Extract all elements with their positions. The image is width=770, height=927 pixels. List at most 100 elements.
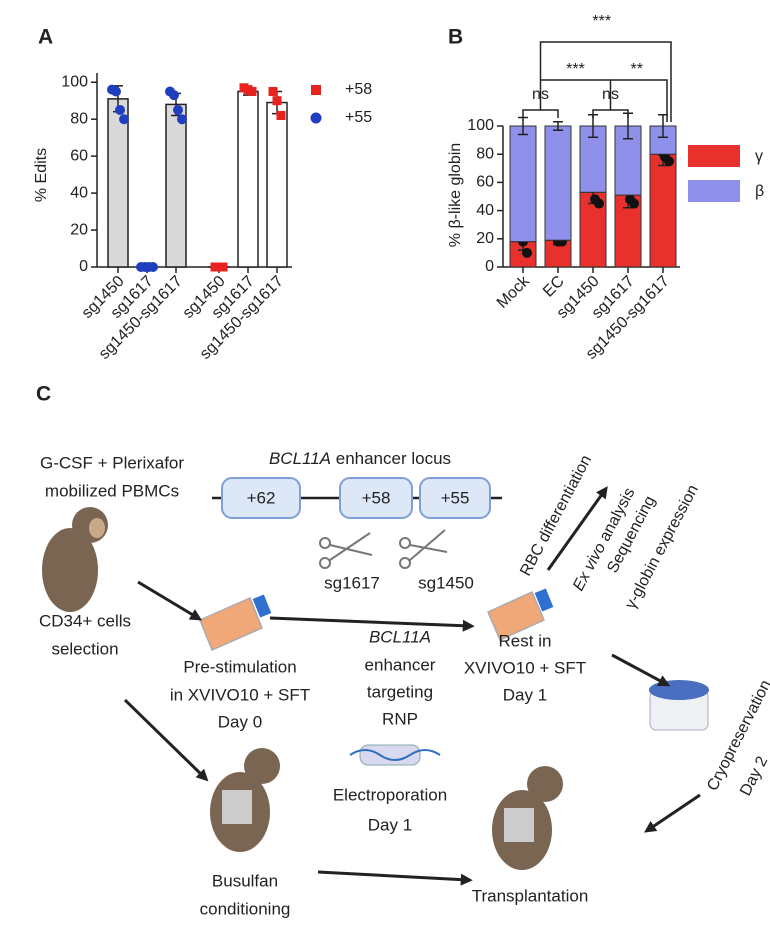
- y-tick-label: 80: [476, 145, 494, 162]
- locus-title: BCL11A enhancer locus: [269, 449, 451, 468]
- data-point: [629, 198, 639, 209]
- data-point: [111, 86, 121, 97]
- data-point: [272, 96, 282, 106]
- monkey: [492, 766, 563, 870]
- data-point: [522, 247, 532, 258]
- legend-label: γ: [755, 148, 763, 165]
- panel-label: B: [448, 26, 463, 49]
- electroporation-icon: [349, 744, 441, 766]
- data-point: [276, 110, 286, 120]
- data-point: [594, 198, 604, 209]
- label: mobilized PBMCs: [45, 481, 179, 500]
- label: Rest in: [499, 631, 552, 650]
- label: conditioning: [200, 899, 291, 918]
- scissors: [319, 532, 373, 569]
- bar-segment: [544, 125, 572, 241]
- data-point: [115, 104, 125, 115]
- y-axis-label: % β-like globin: [447, 143, 464, 247]
- error-bar: [553, 121, 563, 131]
- significance-label: **: [631, 61, 643, 78]
- label: CD34+ cells: [39, 611, 131, 630]
- label: Day 1: [503, 685, 547, 704]
- significance-bracket: [539, 41, 672, 122]
- arrow: [123, 698, 209, 782]
- label: RNP: [382, 709, 418, 728]
- legend-marker: [310, 112, 322, 124]
- label: targeting: [367, 682, 433, 701]
- y-tick-label: 0: [485, 258, 494, 275]
- enhancer-box: [339, 477, 413, 519]
- y-tick-label: 60: [476, 174, 494, 191]
- label: Busulfan: [212, 871, 278, 890]
- monkey: [42, 507, 108, 612]
- legend-swatch: [688, 145, 740, 167]
- bar-segment: [579, 191, 607, 268]
- data-point: [664, 156, 674, 167]
- label: in XVIVO10 + SFT: [170, 685, 310, 704]
- arrow: [644, 793, 701, 833]
- y-axis-label: % Edits: [33, 148, 50, 202]
- y-tick-label: 20: [476, 230, 494, 247]
- legend-swatch: [688, 180, 740, 202]
- arrow: [317, 870, 473, 886]
- y-tick-label: 60: [70, 147, 88, 164]
- y-tick-label: 0: [79, 258, 88, 275]
- arrow: [137, 580, 203, 621]
- label: Transplantation: [472, 886, 589, 905]
- scissors: [399, 529, 448, 569]
- panel-label: A: [38, 26, 53, 49]
- data-point: [119, 114, 129, 125]
- guide-label: sg1617: [324, 573, 380, 592]
- label: selection: [51, 639, 118, 658]
- legend-label: β: [755, 183, 764, 200]
- enhancer-box: [221, 477, 301, 519]
- y-tick-label: 40: [476, 202, 494, 219]
- data-point: [169, 90, 179, 101]
- significance-bracket: [539, 79, 612, 110]
- monkey: [210, 748, 280, 852]
- significance-label: ***: [592, 13, 611, 30]
- flask: [199, 594, 272, 651]
- bar-segment: [649, 153, 677, 268]
- arrow: [269, 616, 475, 632]
- guide-label: sg1450: [418, 573, 474, 592]
- label: Day 0: [218, 712, 262, 731]
- y-tick-label: 100: [61, 73, 88, 90]
- data-point: [218, 262, 228, 272]
- panel-c: C G-CSF + Plerixafor mobilized PBMCs BCL…: [36, 383, 770, 919]
- enhancer-box: [419, 477, 491, 519]
- panel-label: C: [36, 383, 51, 406]
- legend-label: +55: [345, 109, 372, 126]
- bar: [266, 101, 288, 268]
- enhancer-label: +55: [441, 488, 470, 507]
- label: Day 1: [368, 815, 412, 834]
- legend-label: +58: [345, 81, 372, 98]
- gene: BCL11A: [269, 449, 331, 468]
- data-point: [268, 86, 278, 96]
- significance-label: ***: [566, 61, 585, 78]
- bar-segment: [509, 125, 537, 243]
- legend-marker: [311, 85, 321, 95]
- label: enhancer: [365, 655, 436, 674]
- arrow: [546, 486, 608, 571]
- data-point: [177, 114, 187, 125]
- data-point: [247, 86, 257, 96]
- y-tick-label: 80: [70, 110, 88, 127]
- bar: [165, 103, 187, 268]
- y-tick-label: 100: [467, 117, 494, 134]
- enhancer-label: +58: [362, 488, 391, 507]
- enhancer-label: +62: [247, 488, 276, 507]
- significance-bracket: [610, 79, 668, 122]
- label: XVIVO10 + SFT: [464, 658, 586, 677]
- y-tick-label: 20: [70, 221, 88, 238]
- data-point: [148, 262, 158, 272]
- label: Pre-stimulation: [183, 657, 296, 676]
- bar: [237, 90, 259, 268]
- cryovial: [649, 680, 709, 731]
- label: enhancer locus: [331, 449, 451, 468]
- label: BCL11A: [369, 627, 431, 646]
- arrow: [611, 653, 671, 687]
- flask: [487, 588, 554, 641]
- data-point: [173, 104, 183, 115]
